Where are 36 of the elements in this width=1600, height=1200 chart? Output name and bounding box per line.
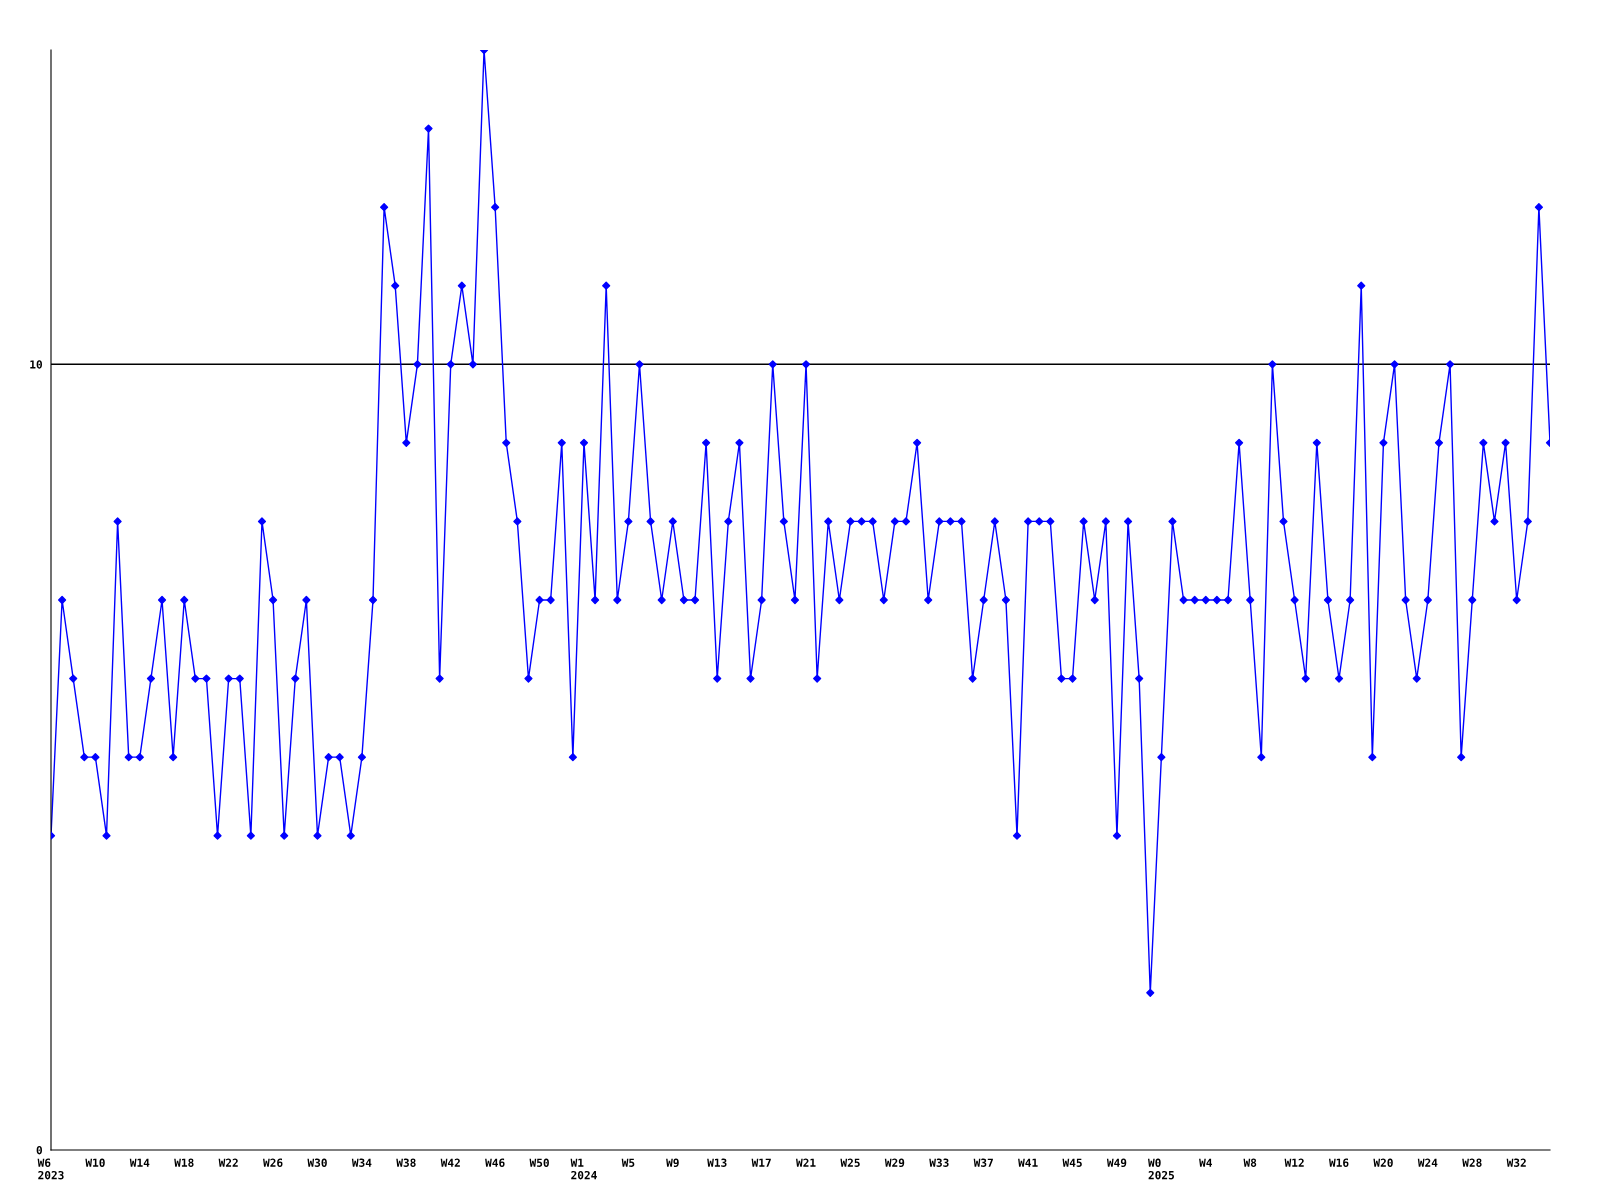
x-tick-label: W12 bbox=[1284, 1158, 1304, 1167]
x-tick-label: W21 bbox=[796, 1158, 816, 1167]
x-tick-label: W50 bbox=[529, 1158, 549, 1167]
x-tick-label: W4 bbox=[1199, 1158, 1212, 1167]
x-tick-label: W8 bbox=[1243, 1158, 1257, 1167]
x-tick-label: W26 bbox=[263, 1158, 283, 1167]
x-tick-label: W42 bbox=[440, 1158, 460, 1167]
x-tick-label: W16 bbox=[1329, 1158, 1349, 1167]
x-tick-label: W38 bbox=[396, 1158, 416, 1167]
x-tick-label: W37 bbox=[973, 1158, 993, 1167]
x-tick-label: W17 bbox=[751, 1158, 771, 1167]
y-tick-label: 0 bbox=[36, 1145, 42, 1155]
x-tick-label: W28 bbox=[1462, 1158, 1482, 1167]
x-tick-label: W9 bbox=[666, 1158, 679, 1167]
y-tick-label: 10 bbox=[30, 360, 42, 369]
x-tick-label: W18 bbox=[174, 1158, 194, 1167]
x-tick-label: W1 2024 bbox=[570, 1158, 597, 1180]
x-tick-label: W0 2025 bbox=[1147, 1158, 1174, 1180]
x-tick-label: W46 bbox=[485, 1158, 505, 1167]
x-tick-label: W45 bbox=[1062, 1158, 1082, 1167]
x-tick-label: W10 bbox=[85, 1158, 105, 1167]
x-tick-label: W24 bbox=[1417, 1158, 1438, 1167]
x-tick-label: W33 bbox=[929, 1158, 949, 1167]
x-tick-label: W30 bbox=[307, 1158, 327, 1167]
x-tick-label: W29 bbox=[884, 1158, 905, 1167]
x-tick-label: W22 bbox=[218, 1158, 238, 1167]
x-tick-label: W20 bbox=[1373, 1158, 1393, 1167]
x-tick-label: W14 bbox=[129, 1158, 150, 1167]
x-tick-label: W32 bbox=[1506, 1158, 1526, 1167]
x-tick-label: W34 bbox=[351, 1158, 372, 1167]
x-tick-label: W41 bbox=[1018, 1158, 1038, 1167]
x-tick-label: W49 bbox=[1106, 1158, 1127, 1167]
x-tick-label: W6 2023 bbox=[37, 1158, 64, 1180]
x-tick-label: W5 bbox=[621, 1158, 635, 1167]
x-tick-label: W25 bbox=[840, 1158, 860, 1167]
x-tick-label: W13 bbox=[707, 1158, 727, 1167]
